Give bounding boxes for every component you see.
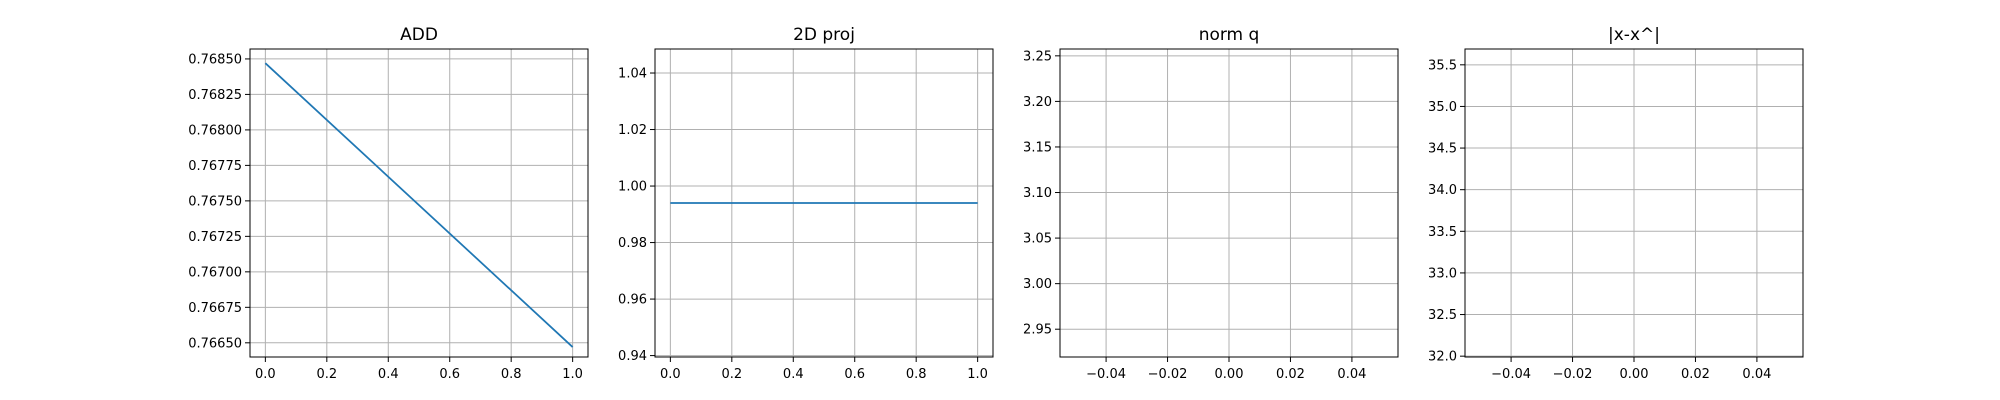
chart-panel-1: 0.0 0.2 0.4 0.6 0.8 1.0 0.76650 0.76675 0.76700 0…: [188, 25, 589, 382]
y-tick-label: 1.00: [618, 180, 647, 195]
y-tick-label: 0.76650: [188, 336, 242, 351]
y-tick-label: 3.00: [1023, 277, 1052, 292]
y-tick-label: 0.76725: [188, 230, 242, 245]
axes-frame: [249, 48, 589, 358]
y-tick-label: 35.0: [1428, 100, 1457, 115]
y-tick-label: 3.05: [1023, 232, 1052, 247]
y-tick-label: 34.0: [1428, 183, 1457, 198]
y-tick-label: 0.76775: [188, 159, 242, 174]
y-tick-label: 33.5: [1428, 225, 1457, 240]
x-tick-label: 0.00: [1620, 367, 1649, 382]
y-tick-label: 0.94: [618, 349, 647, 364]
y-tick-label: 34.5: [1428, 142, 1457, 157]
y-tick-label: 35.5: [1428, 58, 1457, 73]
y-tick-label: 3.10: [1023, 186, 1052, 201]
x-tick-label: 0.02: [1681, 367, 1710, 382]
y-tick-label: 0.76700: [188, 265, 242, 280]
chart-panel-3: −0.04 −0.02 0.00 0.02 0.04 2.95 3.00 3.05 3.10 3.…: [1023, 25, 1399, 382]
series-line-1: [264, 62, 574, 348]
x-tick-label: 0.4: [378, 367, 399, 382]
y-tick-label: 1.02: [618, 123, 647, 138]
x-tick-label: −0.04: [1491, 367, 1531, 382]
x-tick-label: 0.2: [316, 367, 337, 382]
chart-panel-4: −0.04 −0.02 0.00 0.02 0.04 32.0 32.5 33.0 33.5 34…: [1428, 25, 1804, 382]
chart-title: norm q: [1199, 25, 1260, 45]
y-tick-label: 0.96: [618, 293, 647, 308]
y-tick-label: 0.76675: [188, 301, 242, 316]
x-tick-label: −0.02: [1148, 367, 1188, 382]
y-tick-label: 0.98: [618, 236, 647, 251]
x-tick-label: 0.4: [783, 367, 804, 382]
chart-panel-2: 0.0 0.2 0.4 0.6 0.8 1.0 0.94 0.96 0.98 1.00 1.02 1.…: [618, 25, 994, 382]
x-tick-label: 0.6: [439, 367, 460, 382]
x-tick-label: 0.0: [255, 367, 276, 382]
chart-title: |x-x^|: [1608, 25, 1660, 45]
x-tick-label: −0.02: [1553, 367, 1593, 382]
x-tick-label: 0.0: [660, 367, 681, 382]
y-tick-label: 32.0: [1428, 350, 1457, 365]
x-tick-label: 0.04: [1742, 367, 1771, 382]
x-tick-label: 0.04: [1337, 367, 1366, 382]
y-tick-label: 0.76850: [188, 52, 242, 67]
chart-title: ADD: [400, 25, 438, 45]
y-tick-label: 3.20: [1023, 95, 1052, 110]
y-tick-label: 0.76800: [188, 123, 242, 138]
axes-frame: [654, 48, 994, 358]
x-tick-label: 0.8: [501, 367, 522, 382]
x-tick-label: 1.0: [967, 367, 988, 382]
y-tick-label: 2.95: [1023, 323, 1052, 338]
chart-title: 2D proj: [793, 25, 855, 45]
y-tick-label: 3.15: [1023, 140, 1052, 155]
x-tick-label: 0.8: [906, 367, 927, 382]
y-tick-label: 1.04: [618, 67, 647, 82]
y-tick-label: 3.25: [1023, 49, 1052, 64]
x-tick-label: 1.0: [562, 367, 583, 382]
x-tick-label: 0.6: [844, 367, 865, 382]
y-tick-label: 32.5: [1428, 308, 1457, 323]
y-tick-label: 0.76825: [188, 88, 242, 103]
y-tick-label: 0.76750: [188, 194, 242, 209]
x-tick-label: 0.2: [721, 367, 742, 382]
y-tick-label: 33.0: [1428, 266, 1457, 281]
x-tick-label: 0.02: [1276, 367, 1305, 382]
x-tick-label: −0.04: [1086, 367, 1126, 382]
x-tick-label: 0.00: [1215, 367, 1244, 382]
